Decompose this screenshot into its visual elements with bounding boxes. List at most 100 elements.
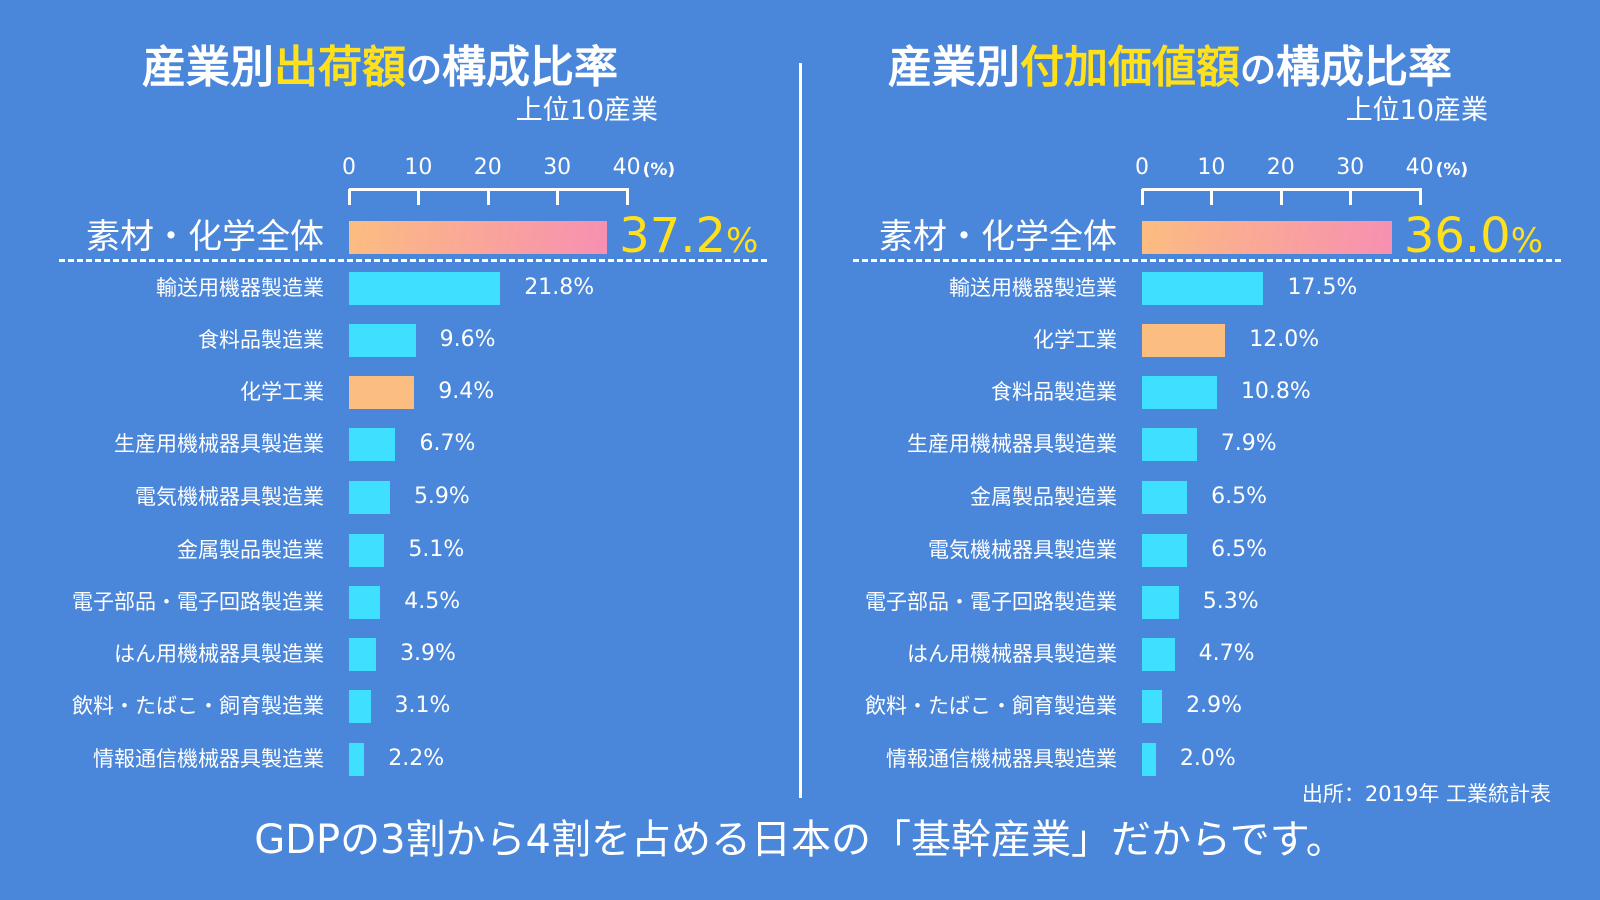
- bar: [1142, 638, 1175, 671]
- category-label: 生産用機械器具製造業: [114, 432, 324, 456]
- category-label: 食料品製造業: [991, 380, 1117, 404]
- title-highlight: 付加価値額: [1019, 42, 1240, 93]
- title-suffix: 構成比率: [442, 42, 618, 93]
- category-label: 情報通信機械器具製造業: [93, 747, 324, 771]
- x-tick-label: 10: [1197, 155, 1226, 180]
- value-label: 4.5%: [404, 589, 461, 614]
- title-particle: の: [1239, 50, 1276, 91]
- chart-title: 産業別付加価値額の構成比率: [850, 40, 1490, 99]
- category-label: 金属製品製造業: [177, 538, 324, 562]
- x-tick-mark: [625, 189, 629, 205]
- total-label: 素材・化学全体: [86, 217, 324, 257]
- category-label: 食料品製造業: [198, 328, 324, 352]
- x-tick-mark: [486, 189, 490, 205]
- category-label: 電気機械器具製造業: [135, 485, 324, 509]
- total-divider: [853, 259, 1561, 262]
- chart-subtitle: 上位10産業: [1345, 95, 1488, 126]
- total-value-number: 37.2: [619, 208, 727, 264]
- total-label: 素材・化学全体: [879, 217, 1117, 257]
- bar: [1142, 481, 1188, 514]
- bar: [349, 534, 385, 567]
- value-label: 21.8%: [524, 275, 595, 300]
- value-label: 9.4%: [438, 379, 495, 404]
- x-tick-mark: [1210, 189, 1214, 205]
- total-divider: [59, 259, 767, 262]
- x-tick-label: 20: [473, 155, 502, 180]
- x-tick-mark: [1418, 189, 1422, 205]
- category-label: 輸送用機器製造業: [156, 276, 324, 300]
- category-label: 飲料・たばこ・飼育製造業: [865, 694, 1117, 718]
- x-tick-label: 40: [1405, 155, 1434, 180]
- total-value: 37.2%: [619, 206, 758, 266]
- bar: [349, 743, 365, 776]
- bar: [1142, 272, 1264, 305]
- category-label: 情報通信機械器具製造業: [886, 747, 1117, 771]
- value-label: 2.0%: [1179, 746, 1236, 771]
- category-label: 電子部品・電子回路製造業: [72, 590, 324, 614]
- x-tick-mark: [556, 189, 560, 205]
- bar: [1142, 376, 1217, 409]
- category-label: 飲料・たばこ・飼育製造業: [72, 694, 324, 718]
- value-label: 5.1%: [408, 537, 465, 562]
- chart-title: 産業別出荷額の構成比率: [60, 40, 700, 99]
- title-highlight: 出荷額: [273, 42, 406, 93]
- source-note: 出所：2019年 工業統計表: [1301, 782, 1551, 806]
- category-label: 輸送用機器製造業: [949, 276, 1117, 300]
- bar: [1142, 743, 1156, 776]
- total-bar: [1142, 221, 1392, 254]
- bar: [349, 481, 390, 514]
- value-label: 2.2%: [388, 746, 445, 771]
- x-tick-mark: [1279, 189, 1283, 205]
- x-axis-line: [1142, 188, 1422, 191]
- total-value-pct: %: [1510, 221, 1544, 261]
- title-prefix: 産業別: [141, 42, 274, 93]
- category-label: 金属製品製造業: [970, 485, 1117, 509]
- bar: [1142, 428, 1197, 461]
- bar: [349, 638, 377, 671]
- x-tick-label: 20: [1266, 155, 1295, 180]
- total-value-pct: %: [726, 221, 759, 261]
- x-tick-label: 30: [1336, 155, 1365, 180]
- bar: [1142, 586, 1179, 619]
- x-tick-label: 40: [612, 155, 641, 180]
- x-unit: (%): [1435, 160, 1469, 180]
- caption: GDPの3割から4割を占める日本の「基幹産業」だからです。: [254, 817, 1346, 863]
- divider: [799, 63, 802, 798]
- bar: [1142, 324, 1226, 357]
- value-label: 6.5%: [1211, 484, 1268, 509]
- value-label: 10.8%: [1240, 379, 1311, 404]
- category-label: はん用機械器具製造業: [907, 642, 1117, 666]
- x-tick-mark: [348, 189, 351, 205]
- bar: [349, 428, 396, 461]
- category-label: はん用機械器具製造業: [114, 642, 324, 666]
- value-label: 17.5%: [1287, 275, 1358, 300]
- value-label: 9.6%: [439, 327, 496, 352]
- value-label: 3.1%: [394, 693, 451, 718]
- value-label: 7.9%: [1220, 431, 1277, 456]
- bar: [349, 272, 501, 305]
- title-particle: の: [405, 50, 442, 91]
- x-tick-label: 0: [342, 155, 356, 180]
- bar: [349, 324, 416, 357]
- bar: [349, 586, 381, 619]
- value-label: 3.9%: [400, 641, 456, 666]
- bar: [1142, 534, 1188, 567]
- x-tick-mark: [1349, 189, 1353, 205]
- x-tick-mark: [1141, 189, 1144, 205]
- bar: [1142, 690, 1163, 723]
- title-suffix: 構成比率: [1276, 42, 1452, 93]
- value-label: 12.0%: [1249, 327, 1320, 352]
- category-label: 化学工業: [1033, 328, 1117, 352]
- chart-subtitle: 上位10産業: [515, 95, 658, 126]
- category-label: 電子部品・電子回路製造業: [865, 590, 1117, 614]
- x-tick-label: 0: [1135, 155, 1149, 180]
- x-unit: (%): [642, 160, 676, 180]
- x-tick-mark: [417, 189, 421, 205]
- total-value: 36.0%: [1404, 206, 1543, 266]
- x-tick-label: 10: [404, 155, 433, 180]
- total-bar: [349, 221, 608, 254]
- category-label: 電気機械器具製造業: [928, 538, 1117, 562]
- value-label: 4.7%: [1198, 641, 1255, 666]
- bar: [349, 376, 415, 409]
- bar: [349, 690, 371, 723]
